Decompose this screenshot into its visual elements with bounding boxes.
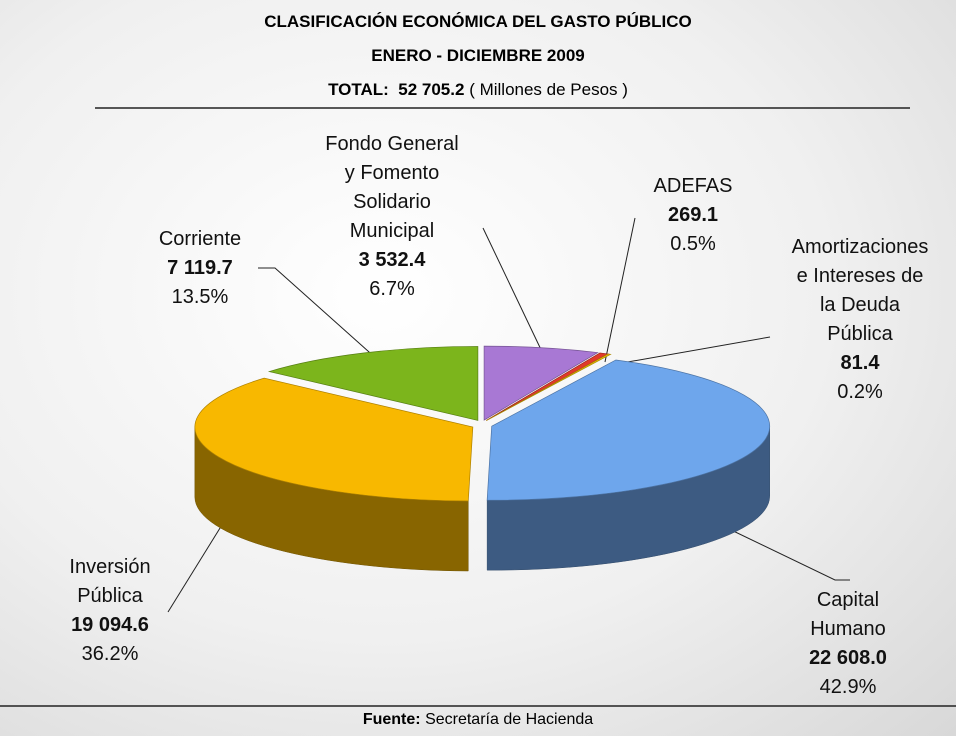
percent-label: 0.2%: [792, 378, 929, 407]
percent-label: 0.5%: [654, 230, 733, 259]
chart-subtitle: ENERO - DICIEMBRE 2009: [0, 46, 956, 66]
leader-line: [168, 520, 225, 612]
category-label: Amortizaciones e Intereses de la Deuda P…: [792, 233, 929, 349]
source-label: Fuente:: [363, 711, 421, 728]
source-line: Fuente: Secretaría de Hacienda: [0, 711, 956, 729]
source: Secretaría de Hacienda: [425, 711, 593, 728]
total-value: 52 705.2: [398, 80, 464, 99]
category-label: Fondo General y Fomento Solidario Munici…: [325, 130, 458, 246]
chart: CLASIFICACIÓN ECONÓMICA DEL GASTO PÚBLIC…: [0, 0, 956, 736]
percent-label: 6.7%: [325, 275, 458, 304]
percent-label: 36.2%: [69, 640, 150, 669]
category-label: Capital Humano: [794, 586, 902, 644]
value-label: 19 094.6: [69, 611, 150, 640]
value-label: 3 532.4: [325, 246, 458, 275]
total-line: TOTAL: 52 705.2 ( Millones de Pesos ): [0, 80, 956, 100]
category-label: Inversión Pública: [69, 553, 150, 611]
units: ( Millones de Pesos ): [469, 80, 628, 99]
percent-label: 13.5%: [159, 283, 241, 312]
pie-tops: [195, 346, 770, 501]
data-label: Amortizaciones e Intereses de la Deuda P…: [792, 233, 929, 407]
leader-line: [483, 228, 545, 358]
value-label: 81.4: [792, 349, 929, 378]
value-label: 7 119.7: [159, 254, 241, 283]
total-label: TOTAL:: [328, 80, 389, 99]
value-label: 22 608.0: [794, 644, 902, 673]
percent-label: 42.9%: [794, 673, 902, 702]
leader-line: [605, 218, 635, 362]
chart-title: CLASIFICACIÓN ECONÓMICA DEL GASTO PÚBLIC…: [0, 12, 956, 32]
data-label: Fondo General y Fomento Solidario Munici…: [325, 130, 458, 304]
value-label: 269.1: [654, 201, 733, 230]
category-label: Corriente: [159, 225, 241, 254]
category-label: ADEFAS: [654, 172, 733, 201]
